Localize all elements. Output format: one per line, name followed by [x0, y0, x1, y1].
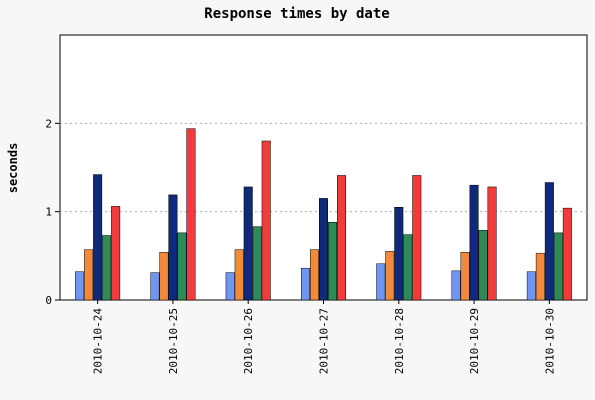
y-tick-label: 1: [45, 206, 52, 219]
x-tick-label: 2010-10-24: [92, 308, 105, 375]
bar: [376, 263, 386, 301]
bars: [75, 128, 572, 301]
bar: [328, 222, 337, 301]
bar: [75, 271, 85, 301]
bar: [535, 252, 545, 301]
bar: [469, 184, 479, 301]
bar: [337, 175, 346, 301]
bar: [478, 229, 488, 301]
bar: [412, 175, 422, 301]
y-tick-label: 0: [45, 294, 52, 307]
bar: [225, 272, 235, 301]
bar: [301, 267, 310, 301]
x-tick-label: 2010-10-29: [468, 308, 481, 374]
chart-title: Response times by date: [204, 6, 389, 22]
x-tick-label: 2010-10-28: [393, 308, 406, 374]
bar: [310, 249, 319, 301]
bar: [526, 271, 536, 301]
bar: [460, 252, 470, 301]
bar: [394, 207, 404, 301]
bar: [111, 206, 121, 301]
x-tick-label: 2010-10-27: [318, 308, 331, 374]
bar: [403, 234, 413, 301]
x-tick-label: 2010-10-26: [242, 308, 255, 374]
bar: [385, 251, 395, 301]
bar: [186, 128, 196, 301]
bar: [102, 235, 112, 301]
y-axis-label: seconds: [6, 143, 20, 194]
x-axis-ticks: 2010-10-24 2010-10-25 2010-10-26 2010-10-27…: [92, 300, 556, 375]
bar: [252, 226, 262, 301]
bar: [177, 232, 187, 301]
bar: [234, 249, 244, 301]
bar: [84, 249, 94, 301]
bar: [544, 182, 554, 301]
bar: [562, 207, 572, 301]
bar: [168, 194, 178, 301]
x-tick-label: 2010-10-30: [543, 308, 556, 374]
bar: [319, 198, 328, 301]
bar: [487, 186, 497, 301]
bar: [553, 232, 563, 301]
bar: [261, 140, 271, 301]
bar: [451, 270, 461, 301]
y-axis-ticks: 0 1 2: [45, 117, 60, 307]
bar: [150, 272, 160, 301]
bar: [93, 174, 103, 301]
bar: [243, 186, 253, 301]
bar: [159, 252, 169, 301]
y-tick-label: 2: [45, 117, 52, 130]
x-tick-label: 2010-10-25: [167, 308, 180, 374]
